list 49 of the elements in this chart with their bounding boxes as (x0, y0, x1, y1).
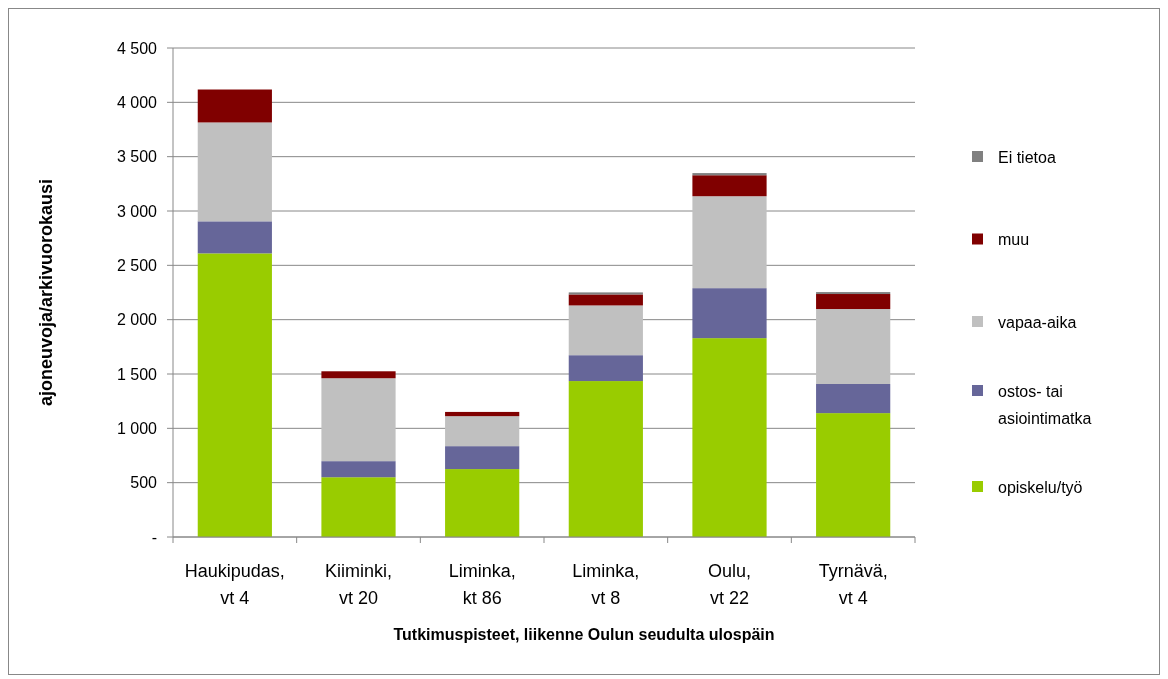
x-tick-label: Kiiminki, vt 20 (324, 561, 393, 608)
bar (692, 173, 767, 176)
x-tick-label: Haukipudas, vt 4 (184, 561, 285, 608)
y-tick-label: - (151, 528, 157, 546)
x-tick-label: Liminka, kt 86 (448, 561, 516, 608)
bar (321, 477, 396, 537)
y-tick-label: 4 000 (116, 93, 158, 111)
bar (692, 175, 767, 197)
bar (692, 288, 767, 339)
y-tick-label: 1 500 (116, 365, 158, 383)
bar (568, 292, 643, 295)
bar (321, 371, 396, 379)
legend-label: vapaa-aika (998, 313, 1077, 331)
legend-label: muu (998, 231, 1030, 249)
legend-label: ostos- tai asiointimatka (998, 382, 1092, 427)
legend-label: opiskelu/työ (998, 478, 1083, 496)
bar (568, 355, 643, 382)
legend-label: Ei tietoa (998, 148, 1056, 166)
x-axis-title: Tutkimuspisteet, liikenne Oulun seudulta ulospäin (393, 626, 775, 643)
y-tick-label: 3 500 (116, 148, 158, 166)
bar (321, 461, 396, 478)
bar (197, 253, 272, 537)
y-tick-label: 1 000 (116, 419, 158, 437)
bar (816, 309, 891, 384)
bar (197, 221, 272, 254)
y-tick-label: 500 (130, 474, 158, 492)
bar (816, 294, 891, 310)
bar (197, 122, 272, 222)
x-tick-label: Liminka, vt 8 (572, 561, 640, 608)
bar (692, 196, 767, 289)
y-tick-label: 3 000 (116, 202, 158, 220)
bar (816, 384, 891, 414)
x-tick-label: Tyrnävä, vt 4 (818, 561, 888, 608)
bar (445, 469, 520, 537)
bar (568, 294, 643, 306)
y-tick-label: 2 000 (116, 311, 158, 329)
x-tick-label: Oulu, vt 22 (707, 561, 752, 608)
bar (445, 416, 520, 447)
bar (568, 381, 643, 537)
bar (445, 446, 520, 470)
y-tick-label: 2 500 (116, 256, 158, 274)
y-tick-label: 4 500 (116, 39, 158, 57)
bar (816, 413, 891, 537)
bar (568, 305, 643, 356)
bar (445, 411, 520, 417)
bar (321, 378, 396, 462)
bar (692, 338, 767, 537)
bar (197, 89, 272, 123)
y-axis-title: ajoneuvoja/arkivuorokausi (36, 178, 56, 407)
